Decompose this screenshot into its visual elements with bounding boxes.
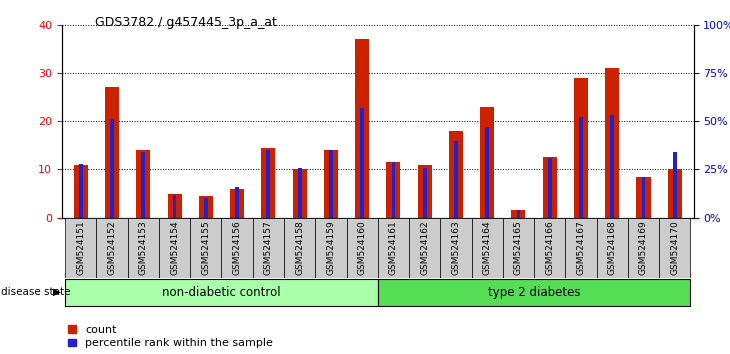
Bar <box>105 87 119 218</box>
Text: non-diabetic control: non-diabetic control <box>162 286 281 299</box>
Bar <box>284 218 315 278</box>
Text: GSM524161: GSM524161 <box>389 221 398 275</box>
Text: GSM524170: GSM524170 <box>670 221 679 275</box>
Text: GSM524155: GSM524155 <box>201 221 210 275</box>
Bar <box>79 164 82 218</box>
Bar <box>315 218 347 278</box>
Text: ▶: ▶ <box>53 287 61 297</box>
Bar <box>173 195 177 218</box>
Bar <box>480 107 494 218</box>
Bar <box>347 218 378 278</box>
Text: GSM524159: GSM524159 <box>326 221 335 275</box>
Bar <box>565 218 596 278</box>
Bar <box>110 119 114 218</box>
Bar <box>378 218 409 278</box>
Bar <box>329 150 333 218</box>
Bar <box>65 218 96 278</box>
Bar <box>355 39 369 218</box>
Bar <box>673 152 677 218</box>
Bar <box>204 198 208 218</box>
Bar <box>472 218 503 278</box>
Bar <box>261 148 275 218</box>
Bar <box>137 150 150 218</box>
Bar <box>548 158 552 218</box>
Text: GSM524166: GSM524166 <box>545 221 554 275</box>
Text: GSM524151: GSM524151 <box>77 221 85 275</box>
Bar <box>423 167 426 218</box>
Bar <box>628 218 659 278</box>
Bar <box>596 218 628 278</box>
Text: GSM524164: GSM524164 <box>483 221 492 275</box>
Bar <box>230 189 244 218</box>
Legend: count, percentile rank within the sample: count, percentile rank within the sample <box>68 325 273 348</box>
Bar <box>159 218 191 278</box>
Text: GSM524163: GSM524163 <box>451 221 461 275</box>
Bar <box>199 196 213 218</box>
Bar <box>579 118 583 218</box>
Text: GSM524154: GSM524154 <box>170 221 179 275</box>
Text: GSM524158: GSM524158 <box>295 221 304 275</box>
Text: GSM524156: GSM524156 <box>233 221 242 275</box>
Bar <box>574 78 588 218</box>
Bar <box>324 150 338 218</box>
Text: GSM524160: GSM524160 <box>358 221 366 275</box>
Text: GSM524152: GSM524152 <box>107 221 117 275</box>
Bar <box>512 211 526 218</box>
Bar <box>65 279 378 307</box>
Bar <box>253 218 284 278</box>
Bar <box>485 127 489 218</box>
Text: type 2 diabetes: type 2 diabetes <box>488 286 580 299</box>
Bar <box>503 218 534 278</box>
Text: GDS3782 / g457445_3p_a_at: GDS3782 / g457445_3p_a_at <box>95 16 277 29</box>
Bar <box>418 165 431 218</box>
Bar <box>74 165 88 218</box>
Bar <box>610 115 614 218</box>
Bar <box>542 158 557 218</box>
Bar <box>235 187 239 218</box>
Text: GSM524162: GSM524162 <box>420 221 429 275</box>
Bar <box>293 170 307 218</box>
Bar <box>668 170 682 218</box>
Bar <box>386 162 401 218</box>
Bar <box>191 218 221 278</box>
Bar <box>391 162 395 218</box>
Bar <box>361 108 364 218</box>
Bar <box>659 218 691 278</box>
Text: disease state: disease state <box>1 287 71 297</box>
Bar <box>409 218 440 278</box>
Bar <box>637 177 650 218</box>
Bar <box>605 68 619 218</box>
Bar <box>454 141 458 218</box>
Bar <box>642 177 645 218</box>
Bar <box>168 194 182 218</box>
Bar <box>534 218 565 278</box>
Text: GSM524157: GSM524157 <box>264 221 273 275</box>
Bar <box>221 218 253 278</box>
Text: GSM524153: GSM524153 <box>139 221 148 275</box>
Bar <box>378 279 691 307</box>
Bar <box>142 152 145 218</box>
Bar <box>266 150 270 218</box>
Bar <box>298 167 301 218</box>
Text: GSM524169: GSM524169 <box>639 221 648 275</box>
Bar <box>128 218 159 278</box>
Bar <box>440 218 472 278</box>
Bar <box>517 210 520 218</box>
Bar <box>449 131 463 218</box>
Text: GSM524168: GSM524168 <box>607 221 617 275</box>
Text: GSM524165: GSM524165 <box>514 221 523 275</box>
Bar <box>96 218 128 278</box>
Text: GSM524167: GSM524167 <box>577 221 585 275</box>
